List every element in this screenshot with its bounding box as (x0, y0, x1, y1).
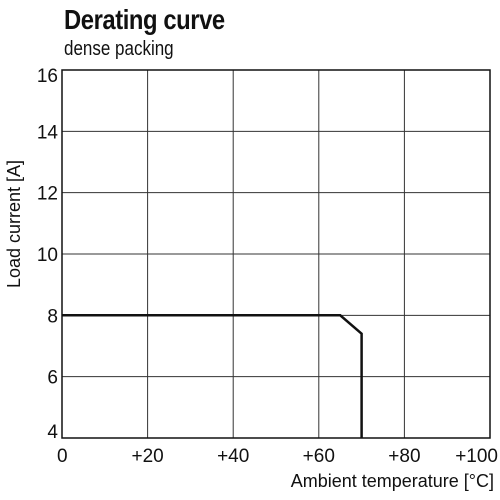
y-tick-label: 6 (47, 368, 58, 389)
grid-lines (61, 69, 491, 439)
x-tick-labels: 0 +20 +40 +60 +80 +100 (57, 446, 498, 467)
series-group (62, 314, 363, 438)
x-tick-label: +40 (217, 446, 249, 467)
y-tick-label: 10 (37, 245, 58, 266)
derating-curve-line (62, 314, 363, 438)
y-tick-label: 8 (47, 306, 58, 327)
y-tick-labels: 4 6 8 10 12 14 16 (37, 66, 59, 443)
y-tick-label: 16 (37, 66, 58, 87)
y-tick-label: 12 (37, 184, 58, 205)
x-tick-label: +60 (303, 446, 335, 467)
plot-frame (61, 69, 491, 439)
y-axis-label: Load current [A] (4, 160, 24, 288)
x-tick-label: +80 (388, 446, 420, 467)
x-axis-label: Ambient temperature [°C] (291, 471, 494, 491)
chart-subtitle: dense packing (64, 38, 174, 60)
x-tick-label: +100 (455, 446, 498, 467)
x-tick-label: +20 (131, 446, 163, 467)
y-tick-label: 4 (47, 422, 58, 443)
chart-title: Derating curve (64, 4, 225, 35)
y-tick-label: 14 (37, 122, 59, 143)
x-tick-label: 0 (57, 446, 68, 467)
